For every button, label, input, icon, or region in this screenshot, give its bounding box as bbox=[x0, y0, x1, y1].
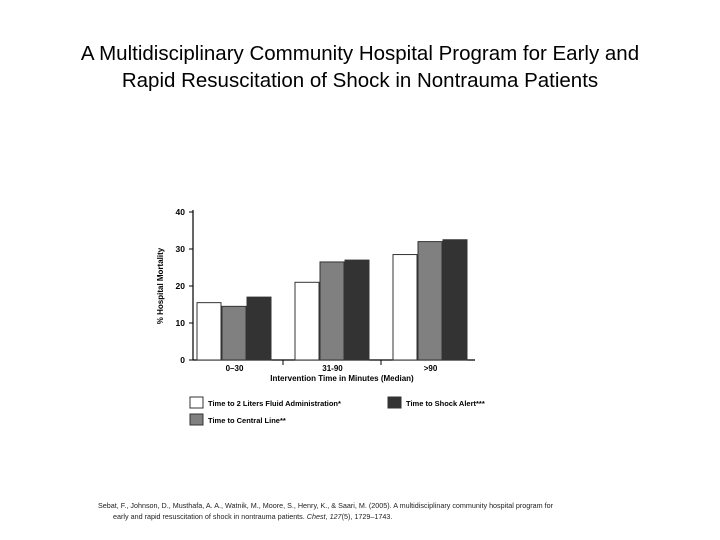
y-axis-title: % Hospital Mortality bbox=[156, 247, 165, 324]
citation-text-c: (5), 1729–1743. bbox=[341, 512, 393, 521]
citation-line-2: early and rapid resuscitation of shock i… bbox=[98, 511, 658, 522]
bar bbox=[294, 281, 320, 361]
citation-volume: 127 bbox=[329, 512, 342, 521]
bar bbox=[196, 302, 222, 361]
citation: Sebat, F., Johnson, D., Musthafa, A. A.,… bbox=[98, 500, 658, 522]
bar bbox=[417, 241, 443, 361]
bar bbox=[221, 305, 247, 361]
legend-label: Time to 2 Liters Fluid Administration* bbox=[208, 399, 341, 408]
legend-swatch bbox=[387, 396, 402, 409]
citation-text-a: early and rapid resuscitation of shock i… bbox=[113, 512, 307, 521]
bar-chart: 0 10 20 30 40 % Hospital Mortality 0–30 31-90 >9… bbox=[156, 207, 485, 426]
slide-title: A Multidisciplinary Community Hospital P… bbox=[20, 40, 700, 94]
legend-swatch bbox=[189, 413, 204, 426]
bar bbox=[392, 254, 418, 361]
x-axis-title: Intervention Time in Minutes (Median) bbox=[270, 374, 414, 383]
x-tick-label: 31-90 bbox=[322, 364, 343, 373]
legend-label: Time to Central Line** bbox=[208, 416, 286, 425]
y-tick-label: 10 bbox=[176, 318, 186, 328]
y-tick-label: 30 bbox=[176, 244, 186, 254]
bar bbox=[442, 239, 468, 361]
legend-label: Time to Shock Alert*** bbox=[406, 399, 485, 408]
legend-swatch bbox=[189, 396, 204, 409]
x-tick-label: >90 bbox=[424, 364, 438, 373]
citation-text-b: , bbox=[325, 512, 330, 521]
citation-journal: Chest bbox=[306, 512, 326, 521]
bar bbox=[246, 296, 272, 361]
y-tick-label: 20 bbox=[176, 281, 186, 291]
y-tick-label: 0 bbox=[180, 355, 185, 365]
x-tick-label: 0–30 bbox=[226, 364, 244, 373]
bar bbox=[344, 259, 370, 361]
y-tick-label: 40 bbox=[176, 207, 186, 217]
citation-line-1: Sebat, F., Johnson, D., Musthafa, A. A.,… bbox=[98, 501, 553, 510]
title-line-2: Rapid Resuscitation of Shock in Nontraum… bbox=[121, 69, 599, 92]
bar bbox=[319, 261, 345, 361]
title-line-1: A Multidisciplinary Community Hospital P… bbox=[80, 42, 640, 65]
